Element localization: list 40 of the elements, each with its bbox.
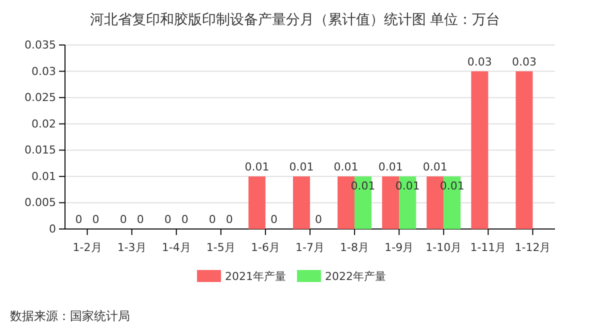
data-label: 0.03 — [512, 55, 536, 68]
legend-label: 2022年产量 — [325, 270, 386, 283]
x-tick-label: 1-12月 — [514, 241, 551, 254]
data-label: 0 — [226, 213, 233, 226]
data-label: 0 — [270, 213, 278, 226]
chart-title: 河北省复印和胶版印制设备产量分月（累计值）统计图 单位：万台 — [90, 12, 500, 28]
data-label: 0.01 — [244, 160, 270, 174]
x-tick-label: 1-7月 — [296, 241, 324, 254]
x-tick-label: 1-2月 — [72, 241, 102, 254]
y-tick-label: 0 — [49, 222, 56, 236]
y-tick-label: 0.035 — [24, 38, 56, 52]
x-tick-label: 1-5月 — [206, 241, 236, 254]
y-tick-label: 0.015 — [24, 144, 56, 157]
source-note: 数据来源：国家统计局 — [10, 309, 130, 323]
y-tick-label: 0.01 — [32, 170, 56, 183]
data-label: 0 — [208, 213, 216, 226]
data-label: 0 — [315, 213, 322, 226]
y-tick-label: 0.02 — [32, 117, 56, 130]
data-label: 0 — [120, 213, 127, 226]
data-label: 0 — [181, 213, 188, 226]
x-tick-label: 1-11月 — [470, 241, 506, 254]
data-label: 0 — [136, 213, 144, 226]
y-tick-label: 0.005 — [24, 196, 56, 210]
data-label: 0.01 — [378, 160, 403, 174]
y-tick-label: 0.025 — [24, 91, 56, 104]
data-label: 0.01 — [289, 160, 314, 174]
legend-label: 2021年产量 — [225, 270, 286, 283]
x-tick-label: 1-8月 — [340, 241, 370, 254]
x-tick-label: 1-10月 — [426, 241, 462, 254]
data-label: 0.03 — [467, 55, 492, 68]
data-label: 0 — [75, 213, 82, 226]
x-tick-label: 1-3月 — [117, 241, 146, 254]
x-tick-label: 1-9月 — [384, 241, 414, 254]
x-tick-label: 1-4月 — [162, 241, 191, 254]
data-label: 0 — [164, 213, 172, 226]
y-tick-label: 0.03 — [32, 64, 56, 78]
data-label: 0.01 — [334, 160, 358, 174]
data-label: 0 — [92, 213, 100, 226]
x-tick-label: 1-6月 — [250, 241, 280, 254]
data-label: 0.01 — [422, 160, 448, 174]
